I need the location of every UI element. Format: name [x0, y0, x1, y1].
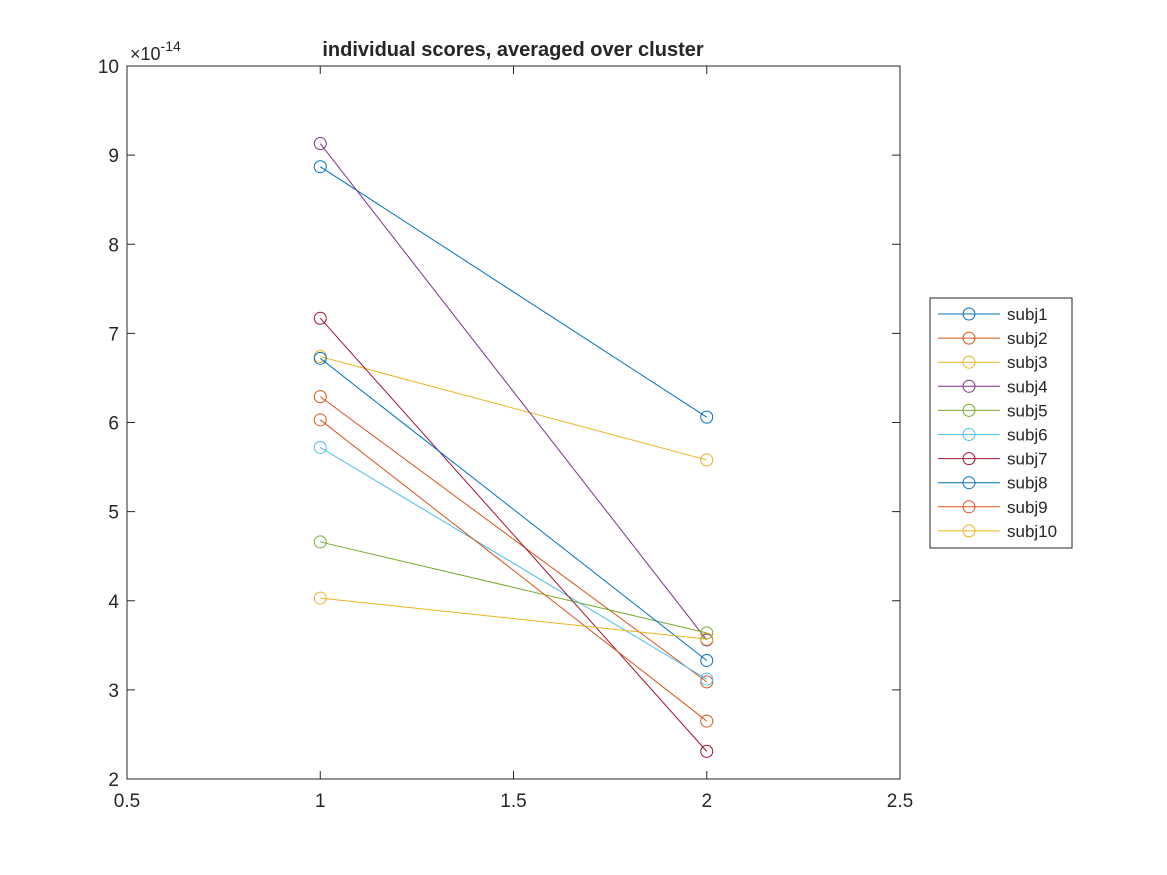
data-point-subj1: [313, 160, 327, 174]
y-tick-label: 9: [108, 146, 119, 167]
data-point-subj10: [313, 591, 327, 605]
data-point-subj3: [700, 453, 714, 467]
legend-label-subj9: subj9: [1007, 498, 1048, 517]
x-tick-label: 2: [701, 791, 712, 812]
legend-label-subj5: subj5: [1007, 401, 1048, 420]
legend-marker-subj7: [962, 452, 976, 466]
data-point-subj9: [700, 714, 714, 728]
series-line-subj5: [320, 541, 707, 634]
data-point-subj5: [313, 535, 327, 549]
data-point-subj8: [700, 653, 714, 667]
data-point-subj1: [700, 410, 714, 424]
legend-marker-subj9: [962, 500, 976, 514]
legend-marker-subj6: [962, 428, 976, 441]
chart-title: individual scores, averaged over cluster: [322, 39, 703, 61]
legend-label-subj2: subj2: [1007, 329, 1048, 348]
legend-marker-subj8: [962, 476, 976, 490]
legend-label-subj4: subj4: [1007, 377, 1048, 396]
x-tick-label: 1.5: [500, 791, 526, 812]
legend-label-subj10: subj10: [1007, 522, 1057, 541]
legend-marker-subj2: [962, 331, 976, 345]
series-line-subj10: [320, 597, 707, 640]
y-axis-exponent-label: ×10-14: [130, 38, 181, 64]
y-tick-label: 5: [108, 503, 119, 524]
legend-box: [929, 297, 1073, 549]
x-tick-label: 0.5: [114, 791, 140, 812]
plot-area: [127, 66, 900, 779]
y-tick-label: 7: [108, 324, 119, 345]
y-exponent-base: ×10: [130, 44, 161, 64]
data-point-subj6: [700, 672, 714, 686]
legend-marker-subj5: [962, 403, 976, 417]
legend-label-subj1: subj1: [1007, 305, 1048, 324]
legend-label-subj7: subj7: [1007, 450, 1048, 469]
y-tick-label: 8: [108, 235, 119, 256]
series-line-subj6: [319, 447, 708, 680]
y-exponent-power: -14: [161, 38, 181, 54]
legend: subj1 subj2 subj3 subj4 subj5 subj6 subj7 subj8…: [929, 297, 1073, 549]
y-tick-label: 3: [108, 681, 119, 702]
series-line-subj2: [319, 396, 708, 683]
legend-marker-subj1: [962, 307, 976, 321]
series-line-subj3: [320, 356, 707, 461]
x-tick-label: 1: [315, 791, 326, 812]
y-tick-label: 4: [108, 592, 119, 613]
data-point-subj7: [700, 744, 714, 758]
legend-marker-subj10: [962, 524, 976, 538]
series-line-subj1: [319, 166, 708, 418]
series-layer: [313, 137, 714, 758]
data-point-subj6: [313, 440, 327, 454]
y-tick-label: 2: [108, 770, 119, 791]
series-line-subj7: [319, 317, 708, 752]
series-line-subj4: [319, 143, 708, 641]
y-tick-label: 6: [108, 414, 119, 435]
data-point-subj7: [313, 311, 327, 325]
data-point-subj2: [700, 675, 714, 689]
legend-marker-subj3: [962, 355, 976, 369]
legend-marker-subj4: [962, 379, 976, 393]
legend-label-subj8: subj8: [1007, 474, 1048, 493]
data-point-subj9: [313, 413, 327, 427]
data-point-subj2: [313, 390, 327, 404]
y-tick-label: 10: [98, 57, 119, 78]
data-point-subj10: [700, 632, 714, 646]
x-tick-label: 2.5: [887, 791, 913, 812]
series-line-subj9: [319, 419, 708, 722]
legend-label-subj3: subj3: [1007, 353, 1048, 372]
ticks-layer: 0.5 1 1.5 2 2.5 2 3 4 5 6 7 8 9 10: [98, 57, 913, 812]
data-point-subj8: [313, 351, 327, 365]
series-line-subj8: [319, 357, 708, 661]
data-point-subj4: [313, 137, 327, 151]
legend-label-subj6: subj6: [1007, 426, 1048, 445]
